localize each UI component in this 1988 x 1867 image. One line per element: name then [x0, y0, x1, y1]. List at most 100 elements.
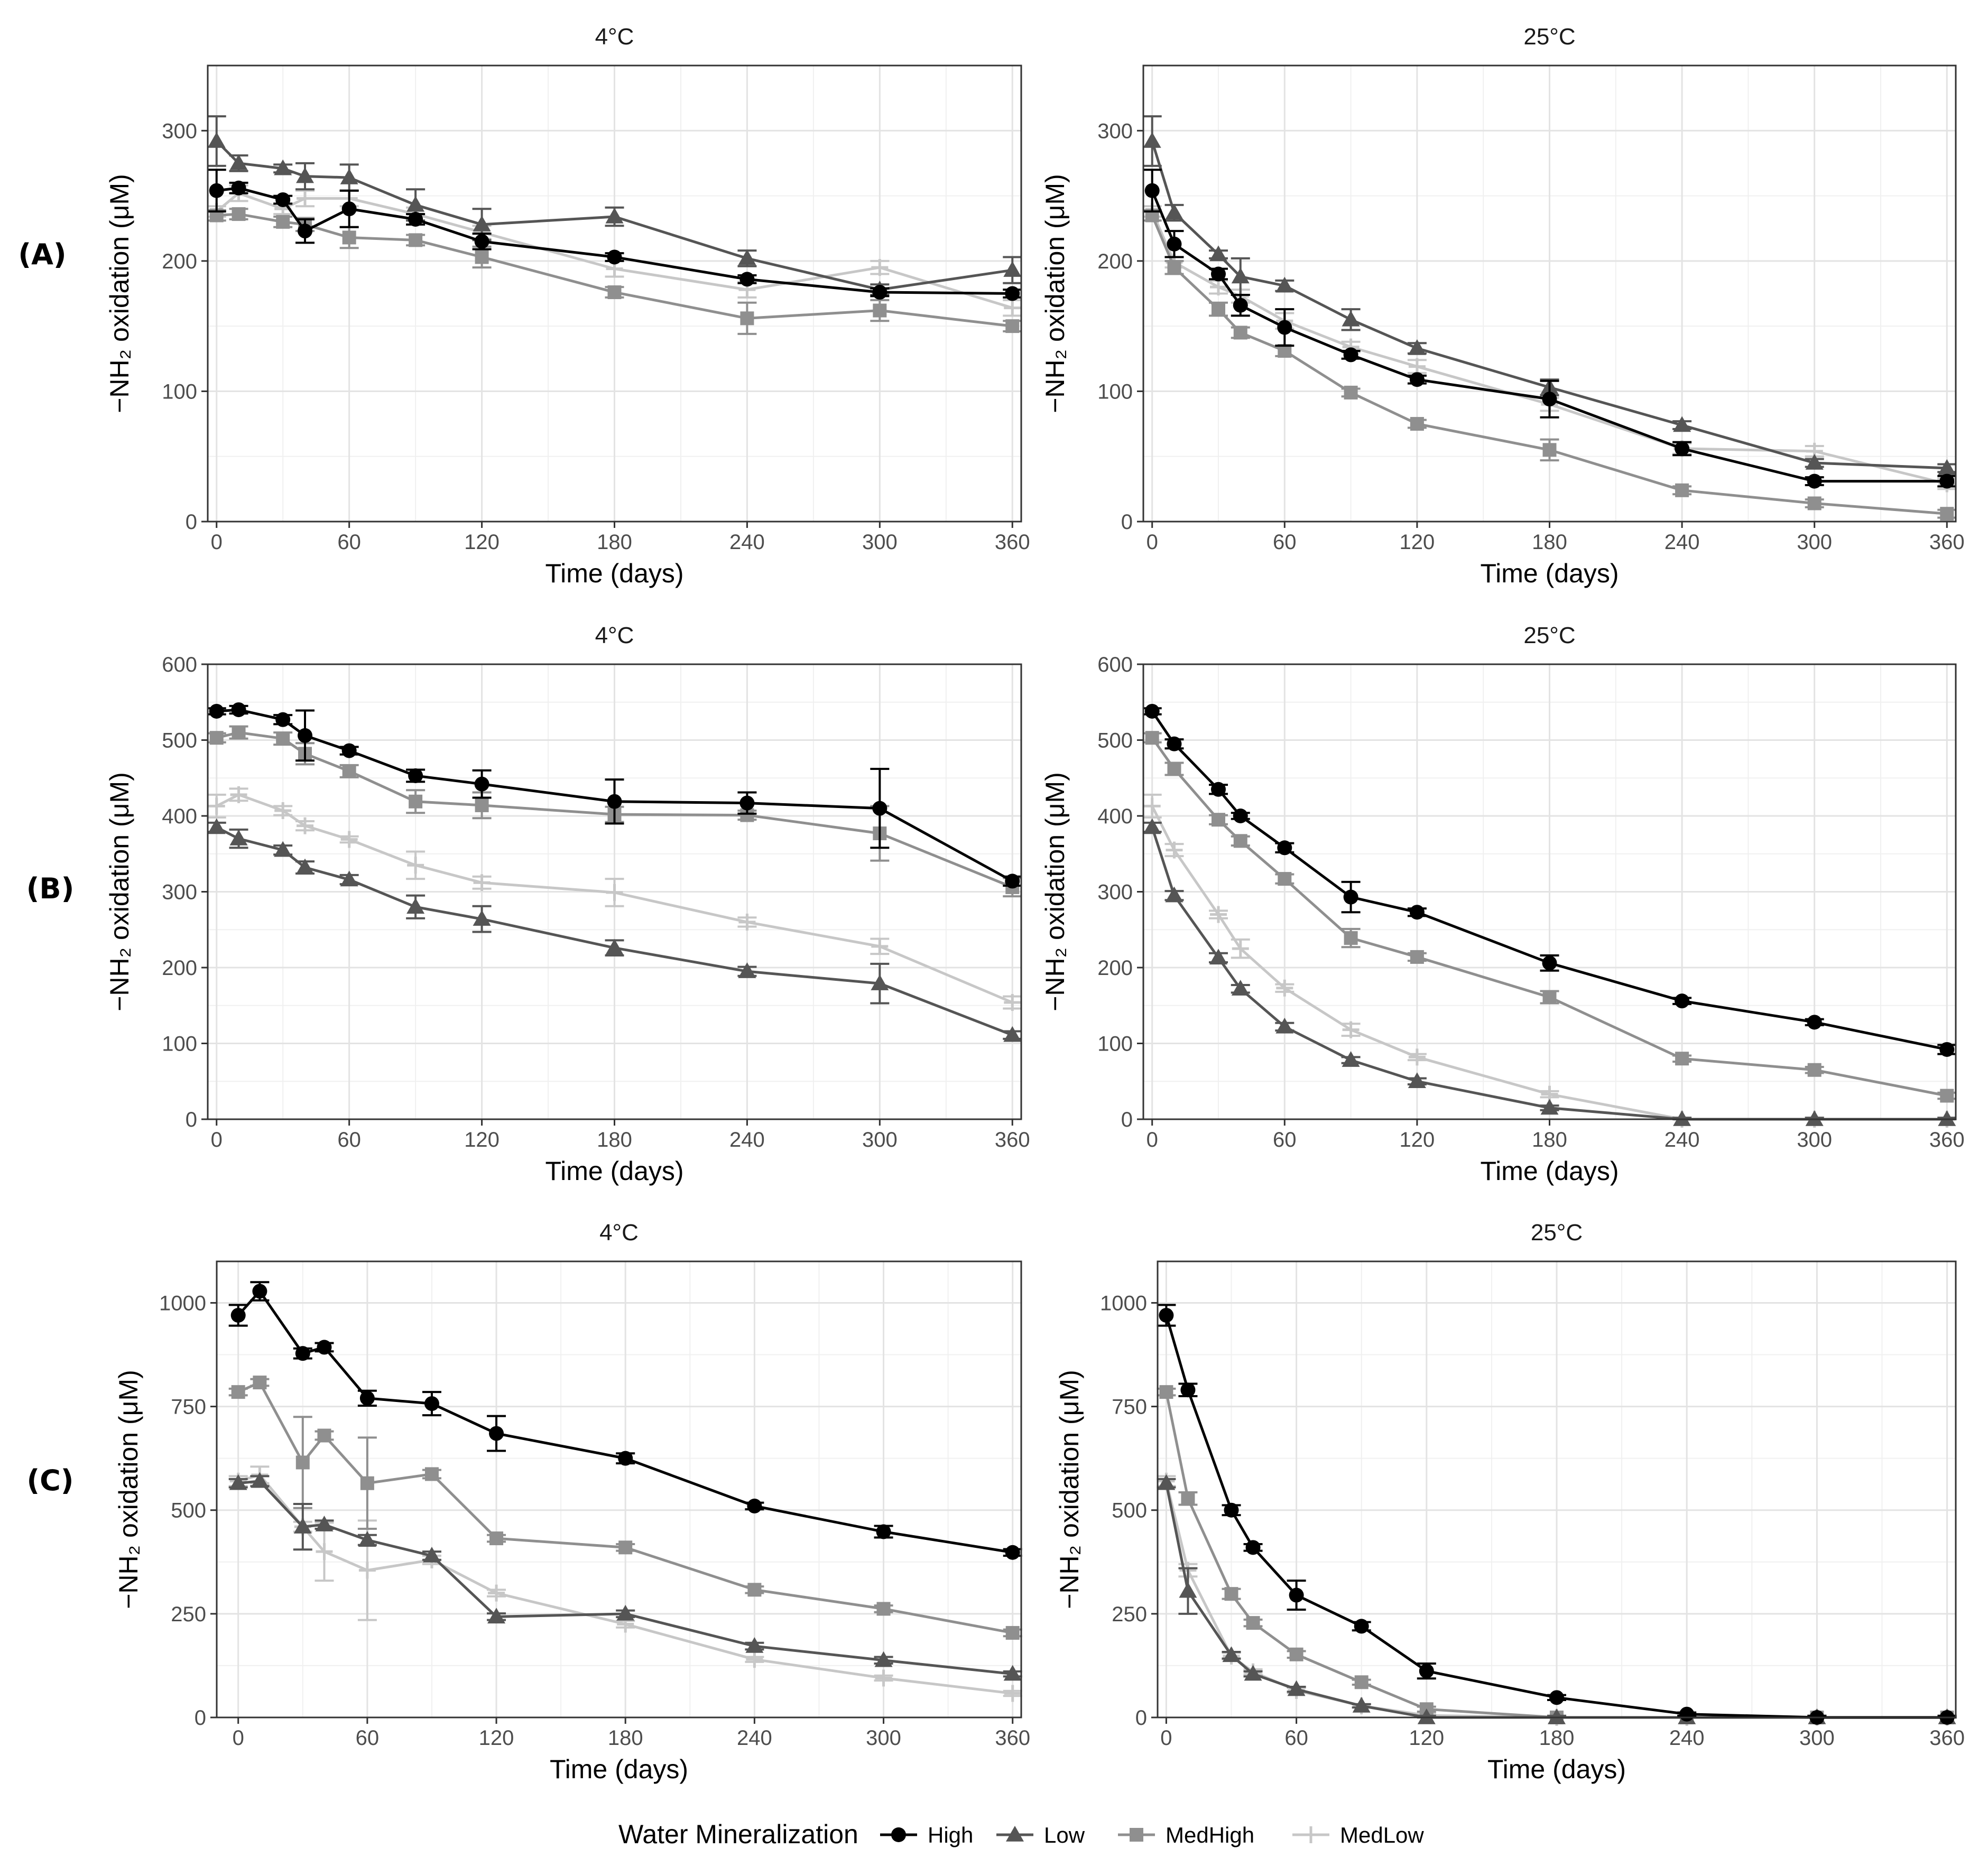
legend-marker-medlow [1302, 1826, 1319, 1843]
data-point-low [1179, 1582, 1197, 1598]
data-point-high [739, 272, 755, 287]
x-tick-label: 0 [1146, 531, 1158, 554]
data-point-high [275, 192, 291, 207]
data-point-high [1233, 298, 1248, 313]
y-tick-label: 200 [162, 250, 197, 273]
data-point-high [1159, 1307, 1174, 1323]
data-point-low [1157, 1474, 1176, 1490]
data-point-high [1939, 473, 1955, 489]
x-tick-label: 60 [1284, 1726, 1308, 1750]
panel-0-1: 0 60 120 180 240 300 360 0 100 200 300 25°C Time (da… [1040, 24, 1965, 588]
data-point-medlow [316, 1543, 333, 1561]
data-point-high [341, 201, 357, 217]
data-point-medhigh [475, 798, 489, 812]
x-tick-label: 360 [1929, 1726, 1965, 1750]
data-point-medlow [340, 831, 358, 848]
data-point-medhigh [489, 1531, 504, 1546]
data-point-medhigh [1167, 261, 1181, 275]
data-point-medlow [1004, 1685, 1021, 1702]
x-tick-label: 240 [1665, 1128, 1700, 1151]
x-tick-label: 0 [233, 1726, 244, 1750]
data-point-low [1938, 459, 1956, 475]
panel-border [216, 1260, 1022, 1719]
y-tick-label: 1000 [1100, 1292, 1147, 1315]
data-point-medhigh [607, 285, 622, 300]
data-point-low [1222, 1646, 1241, 1662]
data-point-high [341, 743, 357, 758]
x-tick-label: 180 [597, 531, 632, 554]
legend-item-medhigh: MedHigh [1118, 1823, 1254, 1847]
data-point-high [1005, 874, 1020, 889]
data-point-low [229, 830, 248, 846]
series-medlow [207, 786, 1022, 1011]
data-point-medhigh [1233, 834, 1247, 848]
data-point-low [605, 208, 624, 224]
data-point-medlow [1143, 797, 1161, 815]
data-point-high [747, 1498, 762, 1513]
data-point-low [1408, 1072, 1426, 1088]
data-point-low [1540, 1099, 1559, 1115]
data-point-low [1003, 1665, 1022, 1681]
data-point-high [1211, 266, 1226, 282]
data-point-low [871, 974, 889, 990]
x-tick-label: 180 [597, 1128, 632, 1151]
x-axis-label: Time (days) [545, 559, 683, 588]
chart-panels: 0 60 120 180 240 300 360 0 100 200 300 4°C Time (day… [105, 24, 1965, 1784]
data-point-high [1180, 1382, 1196, 1398]
data-point-medhigh [1807, 496, 1821, 510]
data-point-medhigh [873, 303, 887, 318]
series-medhigh [207, 207, 1022, 335]
data-point-high [1224, 1502, 1239, 1518]
legend-marker-high [891, 1827, 906, 1842]
data-point-medhigh [1167, 762, 1181, 776]
data-point-low [616, 1604, 635, 1621]
x-tick-label: 120 [1400, 1128, 1435, 1151]
data-point-high [607, 249, 622, 265]
x-tick-label: 120 [479, 1726, 514, 1750]
data-point-medhigh [276, 215, 290, 229]
data-point-medhigh [1940, 1089, 1954, 1103]
legend-label: Low [1044, 1823, 1085, 1847]
y-tick-label: 100 [1097, 380, 1133, 403]
data-point-medlow [1342, 1021, 1360, 1038]
y-axis-label: −NH₂ oxidation (μM) [1055, 1370, 1084, 1609]
data-point-low [406, 898, 425, 914]
panel-0-0: 0 60 120 180 240 300 360 0 100 200 300 4°C Time (day… [105, 24, 1030, 588]
x-tick-label: 0 [1146, 1128, 1158, 1151]
series-low [1142, 115, 1957, 475]
x-tick-label: 360 [995, 531, 1030, 554]
data-point-medhigh [342, 230, 356, 245]
data-point-high [1144, 183, 1160, 198]
x-tick-label: 240 [729, 1128, 765, 1151]
data-point-high [230, 1307, 246, 1323]
panel-border [207, 64, 1022, 523]
x-tick-label: 360 [995, 1128, 1030, 1151]
data-point-medhigh [1005, 319, 1020, 333]
data-point-high [872, 801, 887, 816]
x-tick-label: 300 [862, 1128, 898, 1151]
data-point-low [1805, 454, 1824, 470]
legend: Water Mineralization High Low MedHigh MedLo… [618, 1819, 1424, 1849]
row-label-b: (B) [26, 872, 75, 905]
data-point-medhigh [1542, 443, 1557, 457]
data-point-low [296, 858, 315, 875]
y-tick-label: 0 [186, 510, 197, 534]
x-tick-label: 60 [356, 1726, 380, 1750]
data-point-medhigh [1212, 813, 1226, 827]
y-tick-label: 300 [1097, 881, 1133, 904]
data-point-low [487, 1608, 506, 1624]
data-point-medlow [1004, 299, 1021, 317]
data-point-medhigh [317, 1428, 331, 1443]
data-point-high [1005, 1545, 1020, 1560]
data-point-high [1675, 441, 1690, 456]
y-axis-label: −NH₂ oxidation (μM) [1040, 772, 1070, 1011]
y-tick-label: 500 [171, 1499, 206, 1522]
data-point-medlow [1232, 940, 1249, 958]
data-point-low [1003, 1026, 1022, 1042]
x-tick-label: 120 [1400, 531, 1435, 554]
data-point-medlow [875, 1669, 892, 1687]
data-point-medhigh [475, 250, 489, 264]
data-point-high [209, 183, 224, 198]
y-tick-label: 750 [171, 1396, 206, 1419]
data-point-medhigh [232, 726, 246, 740]
